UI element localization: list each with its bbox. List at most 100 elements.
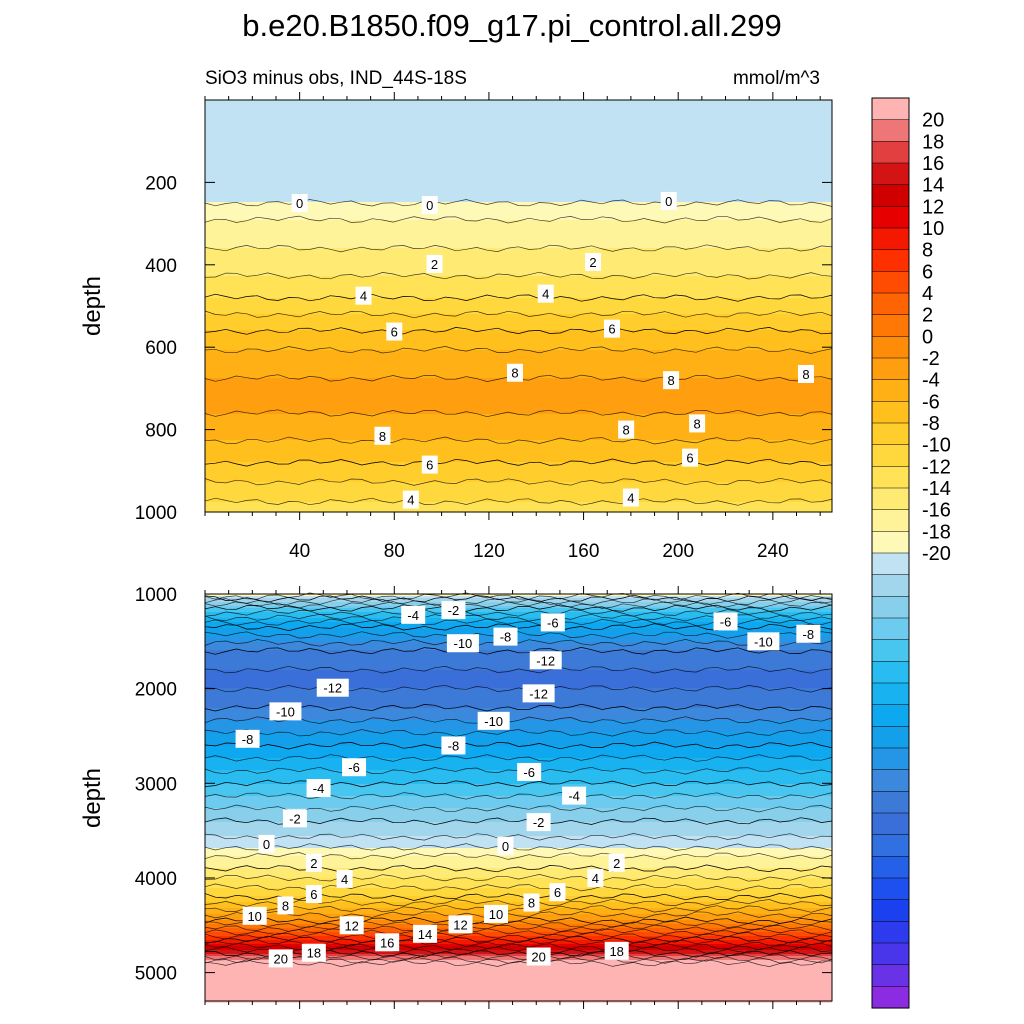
lower-band — [205, 968, 832, 971]
lower-band — [205, 596, 832, 599]
upper-band — [205, 288, 832, 291]
upper-frame — [204, 99, 833, 513]
lower-contour-label: -10 — [276, 704, 295, 719]
colorbar-tick-label: -12 — [922, 456, 951, 478]
colorbar-tick-label: -10 — [922, 435, 951, 457]
lower-band — [205, 880, 832, 883]
upper-contour-label-bg — [618, 420, 635, 439]
lower-band — [205, 750, 832, 753]
lower-contour-label: 4 — [341, 872, 348, 887]
lower-band — [205, 686, 832, 689]
upper-band — [205, 260, 832, 263]
upper-band — [205, 504, 832, 507]
lower-band — [205, 604, 832, 607]
lower-contour-label-bg — [796, 624, 821, 643]
upper-band — [205, 496, 832, 499]
lower-band — [205, 646, 832, 649]
upper-band — [205, 164, 832, 167]
lower-contour-label: 10 — [247, 909, 261, 924]
upper-band — [205, 154, 832, 157]
colorbar-box — [871, 97, 910, 121]
lower-band — [205, 736, 832, 739]
lower-band — [205, 992, 832, 995]
lower-band — [205, 794, 832, 797]
lower-band — [205, 746, 832, 749]
upper-band — [205, 342, 832, 345]
lower-contour-label: 18 — [609, 944, 623, 959]
upper-band — [205, 422, 832, 425]
upper-band — [205, 194, 832, 197]
upper-band — [205, 448, 832, 451]
upper-contour-labels: 0 0 0 2 2 4 4 6 6 8 8 8 8 8 8 6 6 4 4 — [291, 191, 814, 509]
lower-band — [205, 678, 832, 681]
upper-band — [205, 314, 832, 317]
upper-band — [205, 298, 832, 301]
lower-x-ticks — [204, 586, 821, 1009]
lower-band — [205, 638, 832, 641]
lower-band — [205, 760, 832, 763]
lower-band — [205, 828, 832, 831]
lower-contour-label-bg — [477, 711, 510, 730]
lower-band — [205, 890, 832, 893]
lower-band — [205, 944, 832, 947]
colorbar-box — [871, 812, 910, 836]
colorbar-box — [871, 227, 910, 251]
lower-band — [205, 702, 832, 705]
colorbar-box — [871, 422, 910, 446]
lower-band — [205, 634, 832, 637]
lower-band — [205, 988, 832, 991]
colorbar-tick-label: 18 — [922, 131, 944, 153]
lower-band — [205, 930, 832, 933]
colorbar-boxes — [871, 97, 910, 1009]
lower-band — [205, 902, 832, 905]
lower-contour-label-bg — [316, 678, 349, 697]
upper-band — [205, 454, 832, 457]
upper-band — [205, 230, 832, 233]
upper-band — [205, 328, 832, 331]
upper-band — [205, 152, 832, 155]
lower-band — [205, 910, 832, 913]
lower-band — [205, 900, 832, 903]
lower-contour-line — [204, 910, 833, 919]
lower-contour-line — [204, 833, 833, 841]
upper-band — [205, 458, 832, 461]
lower-band — [205, 612, 832, 615]
colorbar-box — [871, 509, 910, 532]
colorbar-box — [871, 682, 910, 706]
lower-band — [205, 904, 832, 907]
upper-band — [205, 212, 832, 215]
upper-contour-label-bg — [426, 254, 443, 273]
lower-band — [205, 748, 832, 751]
lower-contour-label: 16 — [380, 935, 394, 950]
lower-frame — [204, 593, 833, 1002]
upper-band — [205, 392, 832, 395]
upper-panel: 0 0 0 2 2 4 4 6 6 8 8 8 8 8 8 6 6 4 4 200 400 600 800 1000 40 8… — [79, 92, 833, 562]
upper-band — [205, 486, 832, 489]
colorbar-box — [871, 314, 910, 337]
lower-contour-label: -8 — [448, 738, 460, 753]
colorbar-box — [871, 466, 910, 489]
upper-band — [205, 280, 832, 283]
lower-band — [205, 626, 832, 629]
upper-contour-label-bg — [291, 194, 308, 212]
upper-band — [205, 112, 832, 115]
lower-band — [205, 622, 832, 625]
lower-contour-label: -12 — [323, 681, 342, 696]
lower-band — [205, 978, 832, 981]
lower-contour-label-bg — [336, 869, 353, 888]
lower-band — [205, 836, 832, 839]
lower-band — [205, 730, 832, 733]
colorbar-box — [871, 639, 910, 662]
colorbar-box — [871, 747, 910, 771]
lower-band — [205, 892, 832, 895]
lower-band — [205, 674, 832, 677]
lower-band — [205, 704, 832, 707]
colorbar-box — [871, 531, 910, 554]
lower-band — [205, 870, 832, 873]
colorbar-tick-label: -8 — [922, 413, 940, 435]
lower-band — [205, 926, 832, 929]
lower-contour-label-bg — [235, 729, 260, 748]
lower-band — [205, 876, 832, 879]
lower-contour-label: 0 — [263, 837, 270, 852]
lower-band — [205, 846, 832, 849]
